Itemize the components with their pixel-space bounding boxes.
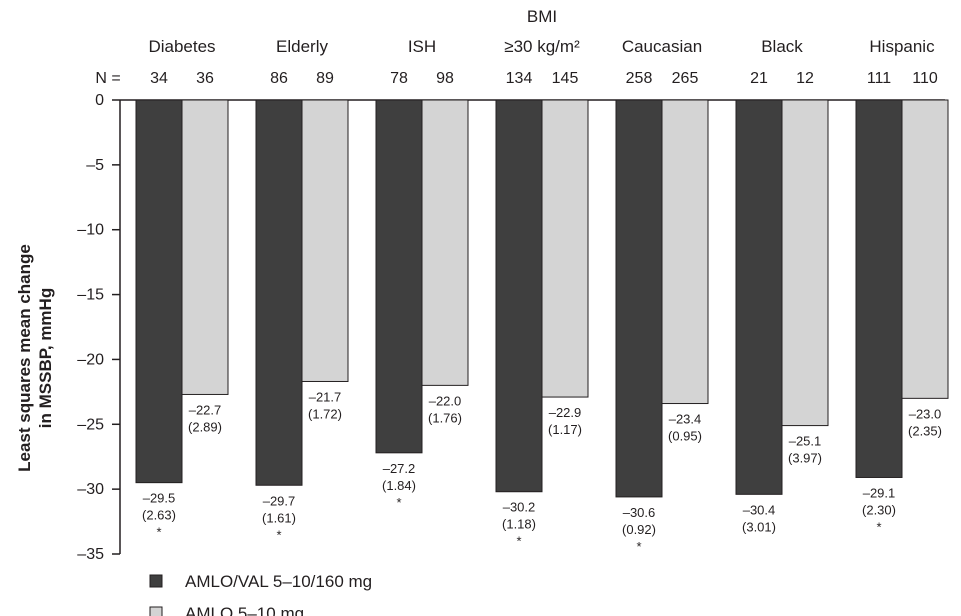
y-tick-label: –25 [77,416,104,433]
n-label: 86 [270,70,288,87]
legend-label: AMLO 5–10 mg [185,604,304,616]
data-label: –22.0 [429,393,462,408]
y-axis-label-line2: in MSSBP, mmHg [36,288,55,428]
bar [135,99,183,484]
legend: AMLO/VAL 5–10/160 mg AMLO 5–10 mg [149,572,372,616]
data-label: (1.72) [308,406,342,421]
data-label: (2.35) [908,423,942,438]
group-label: Hispanic [869,37,935,56]
y-tick-label: –20 [77,351,104,368]
n-label: 111 [867,70,891,87]
data-label: –30.2 [503,500,536,515]
n-label: 12 [796,70,814,87]
n-label: 89 [316,70,334,87]
data-label: –23.4 [669,412,702,427]
data-label: –25.1 [789,434,822,449]
significance-marker: * [396,495,401,510]
significance-marker: * [876,519,881,534]
y-tick-label: –5 [86,157,104,174]
bar [255,99,303,486]
n-label: 34 [150,70,168,87]
data-label: (1.61) [262,510,296,525]
data-label: –29.1 [863,485,896,500]
significance-marker: * [636,539,641,554]
data-label: (2.30) [862,502,896,517]
bar [181,99,229,395]
bars: –29.5 (2.63) * –22.7 (2.89) –29.7 (1.61) * –21.7… [135,99,949,554]
n-label: 78 [390,70,408,87]
group-label: ≥30 kg/m² [504,37,580,56]
group-label: BMI [527,7,557,26]
data-label: –30.6 [623,505,656,520]
data-label: –30.4 [743,502,776,517]
n-label: 265 [672,70,699,87]
bar [735,99,783,495]
group-label: Diabetes [148,37,215,56]
bar [495,99,543,493]
significance-marker: * [156,525,161,540]
data-label: –27.2 [383,461,416,476]
data-label: (3.01) [742,519,776,534]
bar [375,99,423,454]
bar [541,99,589,398]
significance-marker: * [516,534,521,549]
y-tick-label: –35 [77,546,104,563]
n-label: 134 [506,70,533,87]
data-label: –29.7 [263,493,296,508]
legend-label: AMLO/VAL 5–10/160 mg [185,572,372,591]
bar [615,99,663,498]
data-label: (1.17) [548,422,582,437]
legend-swatch [149,606,163,616]
y-tick-label: 0 [95,92,104,109]
group-label: Black [761,37,803,56]
data-label: (2.63) [142,508,176,523]
n-label: 258 [626,70,653,87]
data-label: –29.5 [143,491,176,506]
data-label: (0.95) [668,429,702,444]
y-axis-label-line1: Least squares mean change [15,244,34,472]
bar [421,99,469,386]
n-label: 110 [912,70,938,87]
data-label: –21.7 [309,389,342,404]
data-label: (2.89) [188,419,222,434]
n-label: 36 [196,70,214,87]
bar [301,99,349,382]
data-label: –22.7 [189,402,222,417]
bar [781,99,829,427]
n-label: 21 [750,70,768,87]
data-label: (3.97) [788,451,822,466]
data-label: (1.76) [428,410,462,425]
group-label: ISH [408,37,436,56]
bar [901,99,949,399]
data-label: –23.0 [909,406,942,421]
data-label: (1.84) [382,478,416,493]
bar [855,99,903,478]
y-tick-label: –30 [77,481,104,498]
n-label: 98 [436,70,454,87]
data-label: (1.18) [502,517,536,532]
data-label: –22.9 [549,405,582,420]
n-label: 145 [552,70,579,87]
legend-swatch [149,574,163,588]
y-tick-label: –10 [77,222,104,239]
y-tick-label: –15 [77,287,104,304]
group-label: Elderly [276,37,328,56]
bar [661,99,709,405]
data-label: (0.92) [622,522,656,537]
group-label: Caucasian [622,37,702,56]
n-prefix: N = [95,70,120,87]
significance-marker: * [276,527,281,542]
